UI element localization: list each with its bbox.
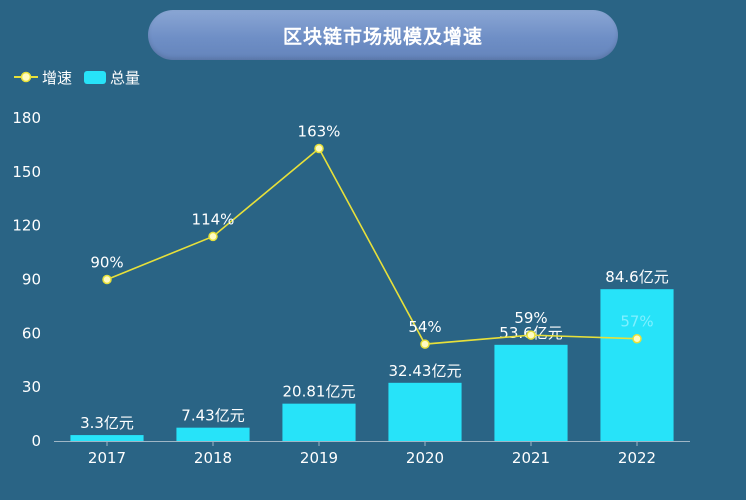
growth-point-2017 — [102, 274, 112, 285]
x-tick-label: 2020 — [406, 449, 444, 467]
x-tick-label: 2017 — [88, 449, 126, 467]
growth-label-2018: 114% — [192, 210, 235, 228]
line-marker-icon — [14, 71, 38, 83]
legend-item-total[interactable]: 总量 — [84, 67, 140, 88]
y-tick-label: 150 — [12, 163, 41, 181]
growth-point-2022 — [632, 333, 642, 344]
bar-label-2019: 20.81亿元 — [283, 383, 356, 401]
y-tick-label: 30 — [22, 378, 41, 396]
bar-2021 — [494, 344, 568, 441]
legend-label-total: 总量 — [110, 68, 141, 87]
growth-point-2019 — [314, 143, 324, 154]
x-tick-label: 2018 — [194, 449, 232, 467]
y-tick-label: 120 — [12, 217, 41, 235]
growth-label-2017: 90% — [90, 254, 123, 272]
growth-label-2019: 163% — [298, 123, 341, 141]
y-tick-label: 60 — [22, 324, 41, 342]
legend-label-growth: 增速 — [42, 68, 73, 87]
legend-item-growth[interactable]: 增速 — [14, 67, 72, 88]
legend: 增速 总量 — [14, 66, 152, 88]
growth-label-2021: 59% — [514, 309, 547, 327]
growth-label-2022: 57% — [620, 313, 653, 331]
growth-label-2020: 54% — [408, 318, 441, 336]
x-tick-label: 2021 — [512, 449, 550, 467]
bar-swatch-icon — [84, 70, 107, 84]
x-tick-label: 2022 — [618, 449, 656, 467]
bar-label-2018: 7.43亿元 — [181, 407, 244, 425]
y-tick-label: 90 — [22, 271, 41, 289]
y-tick-label: 0 — [31, 432, 41, 450]
y-tick-label: 180 — [12, 109, 41, 127]
growth-point-2018 — [208, 231, 218, 242]
x-tick-label: 2019 — [300, 449, 338, 467]
growth-point-2021 — [526, 330, 536, 340]
chart-title: 区块链市场规模及增速 — [148, 10, 618, 60]
bar-2020 — [388, 382, 462, 441]
bar-label-2017: 3.3亿元 — [80, 414, 134, 432]
bar-2018 — [176, 427, 250, 441]
growth-line — [106, 147, 638, 345]
growth-point-2020 — [420, 339, 430, 349]
bar-2022 — [600, 289, 674, 441]
bar-label-2020: 32.43亿元 — [389, 362, 462, 380]
bar-2019 — [282, 403, 356, 441]
bar-2017 — [70, 435, 144, 441]
bar-label-2022: 84.6亿元 — [605, 268, 668, 286]
